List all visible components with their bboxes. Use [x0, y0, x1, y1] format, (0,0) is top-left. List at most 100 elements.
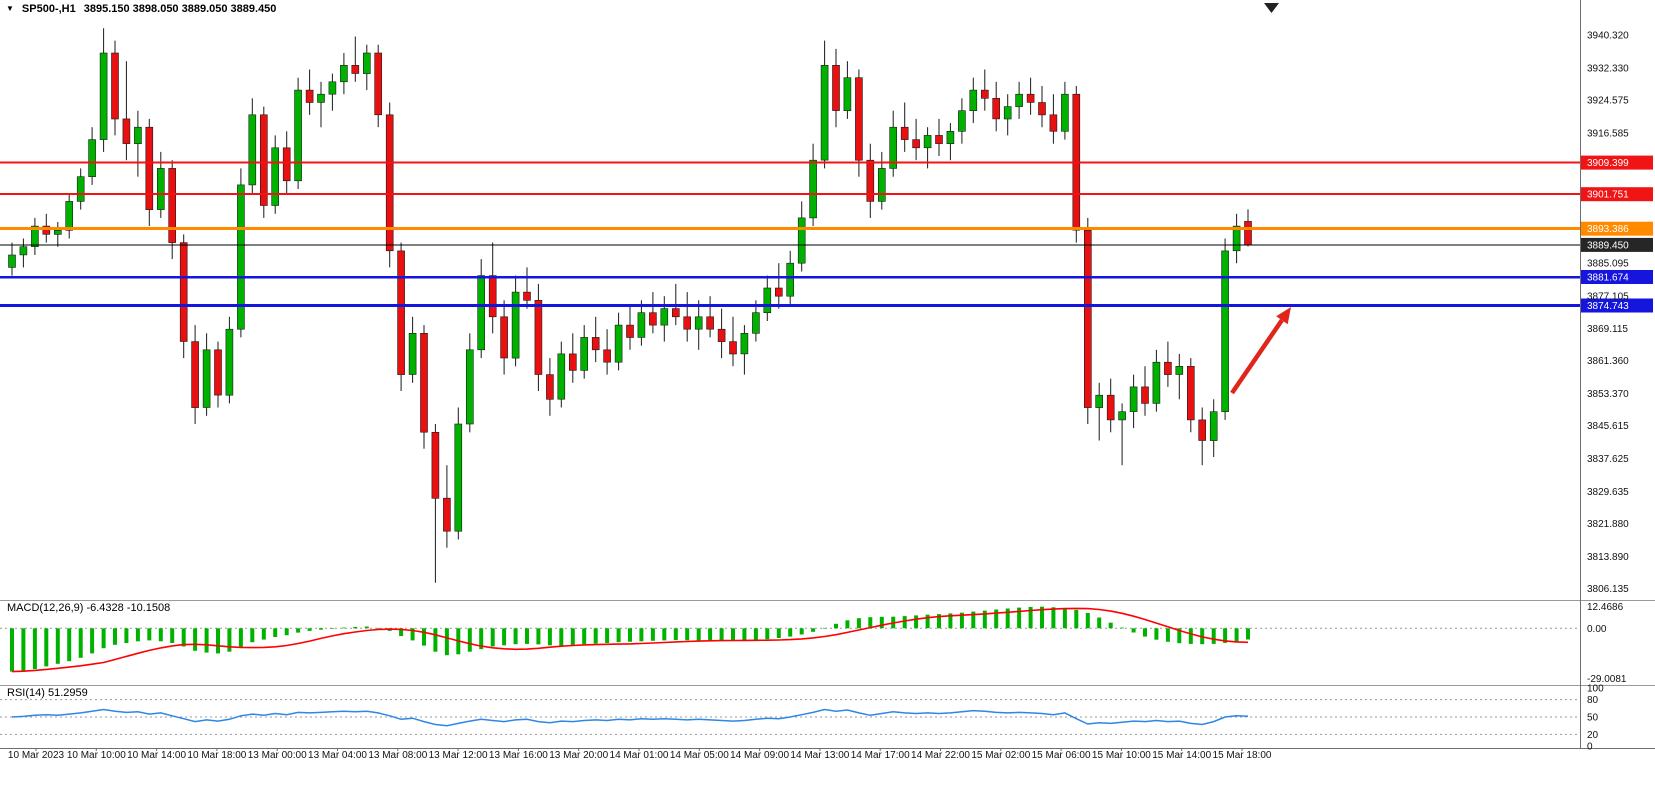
candle-body — [1061, 93, 1069, 132]
price-axis-label: 3861.360 — [1587, 356, 1629, 367]
macd-bar — [845, 620, 850, 629]
candle-body — [912, 139, 920, 149]
macd-bar — [536, 628, 541, 645]
time-axis-label: 13 Mar 20:00 — [549, 750, 608, 761]
candle-body — [671, 308, 680, 318]
candle-body — [282, 147, 291, 182]
candle-body — [877, 168, 886, 202]
macd-bar — [1246, 628, 1250, 640]
candle-body — [191, 341, 199, 408]
price-scale[interactable] — [1580, 0, 1655, 748]
candle-body — [1038, 102, 1046, 116]
price-axis-label: 3837.625 — [1587, 454, 1629, 465]
candle-body — [889, 126, 898, 169]
resistance-1-badge — [1581, 155, 1653, 170]
candle-body — [477, 275, 486, 351]
rsi-axis-label: 50 — [1587, 713, 1599, 724]
macd-bar — [650, 628, 655, 641]
macd-bar — [811, 628, 816, 632]
macd-bar — [822, 627, 827, 629]
macd-bar — [1131, 628, 1136, 633]
macd-bar — [559, 628, 564, 646]
macd-bar — [101, 628, 106, 649]
candle-body — [99, 52, 108, 140]
pivot-line-badge-label: 3893.386 — [1587, 224, 1629, 235]
price-axis-label: 3885.095 — [1587, 258, 1629, 269]
macd-bar — [788, 628, 793, 637]
macd-bar — [914, 615, 919, 629]
macd-bar — [330, 628, 335, 629]
time-axis-label: 15 Mar 18:00 — [1213, 750, 1272, 761]
candle-body — [465, 349, 474, 425]
support-1-badge-label: 3881.674 — [1587, 273, 1629, 284]
candle-body — [385, 114, 394, 252]
macd-bar — [959, 612, 964, 629]
candle-body — [145, 126, 154, 210]
rsi-indicator-label: RSI(14) 51.2959 — [7, 687, 88, 699]
symbol-menu-icon[interactable]: ▼ — [6, 4, 14, 13]
macd-bar — [21, 628, 26, 671]
time-axis-label: 14 Mar 17:00 — [851, 750, 910, 761]
macd-bar — [1040, 606, 1044, 629]
candle-body — [809, 159, 817, 219]
macd-bar — [673, 628, 678, 641]
candle-body — [294, 89, 302, 182]
price-axis-label: 3932.330 — [1587, 64, 1629, 75]
macd-bar — [90, 628, 95, 654]
macd-bar — [170, 628, 175, 643]
candle-body — [866, 159, 875, 202]
candle-body — [1232, 225, 1241, 252]
candle-body — [740, 332, 749, 355]
price-axis-label: 3806.135 — [1587, 584, 1629, 595]
candle-body — [42, 225, 51, 235]
time-axis-label: 13 Mar 16:00 — [489, 750, 548, 761]
candle-body — [362, 52, 371, 74]
macd-bar — [238, 628, 243, 648]
candle-body — [1175, 365, 1184, 375]
candle-body — [454, 423, 463, 532]
price-axis-label: 3821.880 — [1587, 519, 1629, 530]
macd-bar — [547, 628, 552, 646]
macd-bar — [353, 626, 358, 629]
candle-body — [935, 135, 943, 144]
macd-bar — [971, 611, 976, 629]
macd-bar — [490, 628, 495, 647]
shift-marker-icon — [1264, 3, 1279, 13]
macd-bar — [868, 617, 873, 629]
resistance-2-badge — [1581, 187, 1653, 202]
macd-bar — [731, 628, 735, 641]
time-axis-label: 14 Mar 22:00 — [911, 750, 970, 761]
candle-body — [660, 308, 669, 326]
candle-body — [340, 65, 348, 83]
macd-bar — [479, 628, 484, 650]
macd-bar — [467, 628, 472, 652]
candle-body — [122, 118, 131, 144]
candle-body — [53, 230, 62, 235]
candle-body — [683, 316, 692, 330]
candle-body — [763, 287, 772, 314]
rsi-axis-label: 0 — [1587, 742, 1593, 753]
trend-arrow[interactable] — [1230, 318, 1284, 395]
time-scale[interactable] — [0, 748, 1655, 803]
macd-bar — [776, 628, 781, 638]
candle-body — [1015, 93, 1023, 107]
candle-body — [1003, 106, 1012, 120]
price-axis-label: 3916.585 — [1587, 129, 1629, 140]
candle-body — [1118, 411, 1126, 421]
macd-bar — [685, 628, 690, 641]
candle-body — [19, 246, 28, 256]
candle-body — [980, 89, 989, 99]
chart-symbol-timeframe: SP500-,H1 — [21, 3, 76, 15]
macd-bar — [1143, 628, 1147, 637]
time-axis-label: 15 Mar 06:00 — [1032, 750, 1091, 761]
macd-bar — [181, 628, 186, 647]
candle-body — [1106, 394, 1115, 421]
candle-body — [237, 184, 245, 330]
candle-body — [1209, 411, 1218, 441]
candle-body — [1152, 361, 1161, 404]
macd-indicator-label: MACD(12,26,9) -6.4328 -10.1508 — [7, 602, 171, 614]
price-axis-label: 3869.115 — [1587, 324, 1628, 335]
macd-bar — [32, 628, 37, 669]
